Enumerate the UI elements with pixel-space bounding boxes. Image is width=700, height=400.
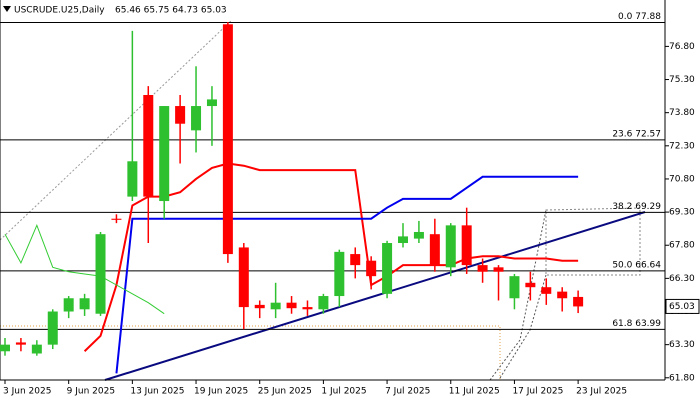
candle-body [525, 282, 536, 288]
candle-body [15, 342, 26, 345]
candle-body [111, 218, 122, 220]
candle-body [95, 234, 106, 314]
candle-body [302, 307, 313, 310]
candle-body [350, 254, 361, 266]
y-tick-label: 67.80 [669, 241, 695, 251]
x-tick-label: 23 Jul 2025 [576, 387, 627, 397]
candle-body [445, 225, 456, 268]
fib-label: 38.2 69.29 [612, 202, 661, 212]
candle-body [286, 302, 297, 309]
header-icon [3, 6, 11, 12]
ohlc-text: 65.46 65.75 64.73 65.03 [115, 6, 227, 16]
candle-body [47, 311, 58, 345]
candle-body [509, 276, 520, 299]
y-tick-label: 66.30 [669, 274, 695, 284]
last-price-label: 65.03 [669, 302, 695, 312]
candle-body [382, 243, 393, 294]
x-tick-label: 17 Jul 2025 [512, 387, 563, 397]
candle-body [366, 260, 377, 277]
y-tick-label: 70.80 [669, 174, 695, 184]
cloud-edge [489, 209, 547, 381]
candle-body [573, 296, 584, 307]
y-tick-label: 73.80 [669, 108, 695, 118]
candle-body [254, 304, 265, 309]
candle-body [191, 106, 202, 131]
candle-body [334, 251, 345, 297]
y-tick-label: 76.80 [669, 42, 695, 52]
candle-body [557, 291, 568, 299]
fib-label: 61.8 63.99 [612, 319, 661, 329]
candle-body [398, 236, 408, 244]
candle-body [31, 344, 42, 354]
candle-body [127, 161, 138, 197]
candle-body [238, 247, 249, 308]
fib-label: 0.0 77.88 [618, 12, 661, 22]
x-tick-label: 25 Jun 2025 [258, 387, 312, 397]
candle-body [477, 265, 488, 272]
x-tick-label: 13 Jun 2025 [130, 387, 184, 397]
candle-body [79, 298, 90, 310]
last-price-box [665, 298, 700, 314]
fib-diagonal [0, 19, 233, 241]
x-tick-label: 3 Jun 2025 [3, 387, 51, 397]
x-tick-label: 7 Jul 2025 [385, 387, 430, 397]
candle-body [175, 106, 186, 124]
trendline [104, 211, 646, 381]
indicator-line [4, 224, 165, 315]
y-tick-label: 69.30 [669, 208, 695, 218]
candle-body [63, 298, 74, 312]
candle-body [493, 267, 504, 272]
candle-body [0, 344, 10, 352]
y-tick-label: 61.80 [669, 373, 695, 383]
candle-body [318, 296, 329, 310]
x-tick-label: 19 Jun 2025 [194, 387, 248, 397]
candle-body [461, 225, 472, 266]
fib-label: 50.0 66.64 [612, 260, 661, 270]
y-tick-label: 63.30 [669, 340, 695, 350]
x-tick-label: 1 Jul 2025 [321, 387, 366, 397]
chart-title: USCRUDE.U25,Daily [14, 6, 105, 16]
candle-body [206, 99, 217, 107]
candle-body [159, 106, 170, 202]
indicator-line [115, 175, 579, 374]
x-tick-label: 11 Jul 2025 [449, 387, 500, 397]
x-tick-label: 9 Jun 2025 [67, 387, 115, 397]
candle-body [541, 287, 552, 294]
candle-body [222, 24, 233, 255]
fib-label: 23.6 72.57 [612, 129, 661, 139]
y-tick-label: 72.30 [669, 141, 695, 151]
candle-body [270, 302, 281, 310]
candle-body [143, 95, 154, 197]
candle-body [429, 234, 440, 266]
candle-body [413, 231, 424, 239]
y-tick-label: 75.30 [669, 75, 695, 85]
cloud-area [545, 207, 641, 276]
